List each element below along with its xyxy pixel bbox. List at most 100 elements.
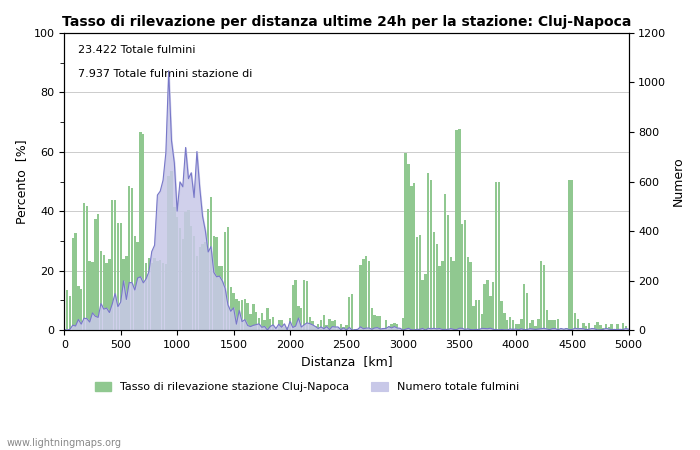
Bar [605,324,607,330]
X-axis label: Distanza  [km]: Distanza [km] [300,356,392,369]
Bar [566,328,568,330]
Bar [388,326,390,330]
Bar [354,329,356,330]
Bar [280,320,283,330]
Bar [80,289,83,330]
Bar [542,265,545,330]
Bar [441,261,444,330]
Bar [292,285,294,330]
Bar [164,264,167,330]
Bar [430,180,433,330]
Bar [528,323,531,330]
Bar [238,301,240,330]
Bar [306,281,308,330]
Bar [374,315,376,330]
Bar [608,327,610,330]
Bar [402,318,404,330]
Bar [150,263,153,330]
Bar [368,261,370,330]
Bar [284,327,286,330]
Bar [500,302,503,330]
Bar [103,255,105,330]
Bar [77,286,80,330]
Bar [356,328,359,330]
Bar [260,313,263,330]
Bar [424,274,426,330]
Bar [218,266,220,330]
Bar [585,326,587,330]
Bar [599,325,601,330]
Bar [514,324,517,330]
Bar [365,256,368,330]
Bar [317,324,319,330]
Bar [111,200,113,330]
Bar [134,236,136,330]
Bar [173,207,176,330]
Bar [396,324,398,330]
Bar [204,242,206,330]
Bar [153,258,156,330]
Bar [610,324,613,330]
Bar [596,322,598,330]
Bar [407,164,410,330]
Bar [463,220,466,330]
Bar [551,320,554,330]
Bar [232,293,234,330]
Text: 7.937 Totale fulmini stazione di: 7.937 Totale fulmini stazione di [78,68,253,79]
Bar [568,180,570,330]
Bar [382,328,384,330]
Bar [470,262,472,330]
Bar [602,328,604,330]
Bar [416,237,418,330]
Bar [594,325,596,330]
Bar [495,182,497,330]
Bar [326,325,328,330]
Bar [520,319,523,330]
Bar [458,129,461,330]
Bar [156,261,159,330]
Bar [221,266,223,330]
Bar [534,326,537,330]
Bar [196,256,198,330]
Bar [506,320,508,330]
Bar [246,303,249,330]
Bar [362,259,365,330]
Bar [526,293,528,330]
Bar [351,294,354,330]
Bar [66,290,69,330]
Bar [377,316,379,330]
Bar [190,225,192,330]
Bar [624,326,627,330]
Bar [484,284,486,330]
Bar [545,310,548,330]
Bar [345,325,348,330]
Y-axis label: Percento  [%]: Percento [%] [15,139,28,224]
Y-axis label: Numero: Numero [672,157,685,207]
Bar [531,320,534,330]
Bar [106,263,108,330]
Bar [334,320,337,330]
Bar [419,235,421,330]
Bar [393,323,395,330]
Bar [125,256,127,330]
Bar [312,321,314,330]
Bar [309,317,311,330]
Bar [241,300,243,330]
Bar [176,217,178,330]
Bar [413,183,415,330]
Bar [473,306,475,330]
Bar [627,329,630,330]
Bar [122,259,125,330]
Bar [433,232,435,330]
Bar [359,265,362,330]
Bar [328,319,330,330]
Bar [340,324,342,330]
Bar [314,325,316,330]
Bar [331,321,333,330]
Bar [193,237,195,330]
Bar [616,324,619,330]
Bar [91,262,94,330]
Bar [277,320,280,330]
Bar [199,247,201,330]
Bar [230,288,232,330]
